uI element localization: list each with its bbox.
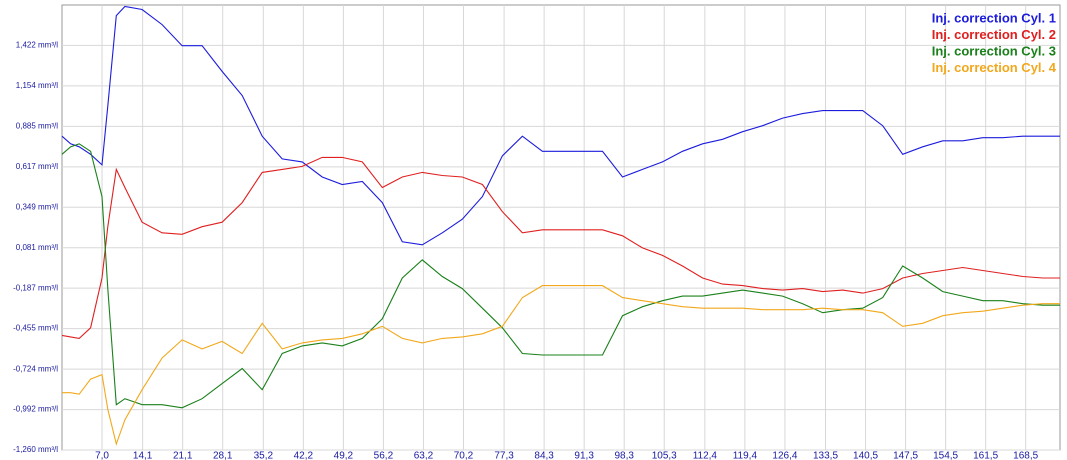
series-line xyxy=(62,285,1060,446)
x-tick-label: 133,5 xyxy=(813,451,838,460)
x-tick-label: 70,2 xyxy=(454,451,474,460)
x-tick-label: 154,5 xyxy=(933,451,958,460)
x-tick-label: 14,1 xyxy=(133,451,153,460)
x-tick-label: 161,5 xyxy=(973,451,998,460)
x-tick-label: 105,3 xyxy=(652,451,677,460)
x-tick-label: 42,2 xyxy=(294,451,314,460)
y-tick-label: 0,081 mm³/l xyxy=(16,243,58,252)
x-tick-label: 126,4 xyxy=(772,451,797,460)
x-tick-label: 35,2 xyxy=(254,451,274,460)
x-tick-label: 84,3 xyxy=(534,451,554,460)
y-tick-label: -0,992 mm³/l xyxy=(13,405,58,414)
series-line xyxy=(61,156,1060,339)
plot-area xyxy=(61,4,1061,451)
y-tick-label: 0,885 mm³/l xyxy=(16,122,58,131)
y-tick-label: -0,724 mm³/l xyxy=(13,364,58,373)
x-tick-label: 98,3 xyxy=(614,451,634,460)
y-tick-label: 0,349 mm³/l xyxy=(16,202,58,211)
y-tick-label: 0,617 mm³/l xyxy=(16,162,58,171)
y-tick-label: 1,154 mm³/l xyxy=(16,81,58,90)
legend-entry: Inj. correction Cyl. 1 xyxy=(932,10,1056,25)
x-tick-label: 28,1 xyxy=(213,451,233,460)
x-tick-label: 77,3 xyxy=(494,451,514,460)
legend-entry: Inj. correction Cyl. 4 xyxy=(932,60,1057,75)
x-tick-label: 7,0 xyxy=(95,451,109,460)
x-tick-label: 140,5 xyxy=(853,451,878,460)
legend-entry: Inj. correction Cyl. 3 xyxy=(932,43,1056,58)
series-line xyxy=(61,5,1060,246)
x-tick-label: 168,5 xyxy=(1013,451,1038,460)
y-tick-label: -1,260 mm³/l xyxy=(13,445,58,454)
x-tick-label: 63,2 xyxy=(414,451,434,460)
x-tick-label: 21,1 xyxy=(173,451,193,460)
legend-entry: Inj. correction Cyl. 2 xyxy=(932,27,1056,42)
y-tick-label: -0,455 mm³/l xyxy=(13,324,58,333)
y-tick-label: 1,422 mm³/l xyxy=(16,41,58,50)
x-tick-label: 119,4 xyxy=(733,451,758,460)
x-tick-label: 49,2 xyxy=(334,451,354,460)
x-tick-label: 56,2 xyxy=(374,451,394,460)
y-tick-label: -0,187 mm³/l xyxy=(13,283,58,292)
x-tick-label: 147,5 xyxy=(893,451,918,460)
series-line xyxy=(61,143,1060,409)
x-tick-label: 112,4 xyxy=(693,451,718,460)
x-tick-label: 91,3 xyxy=(574,451,594,460)
